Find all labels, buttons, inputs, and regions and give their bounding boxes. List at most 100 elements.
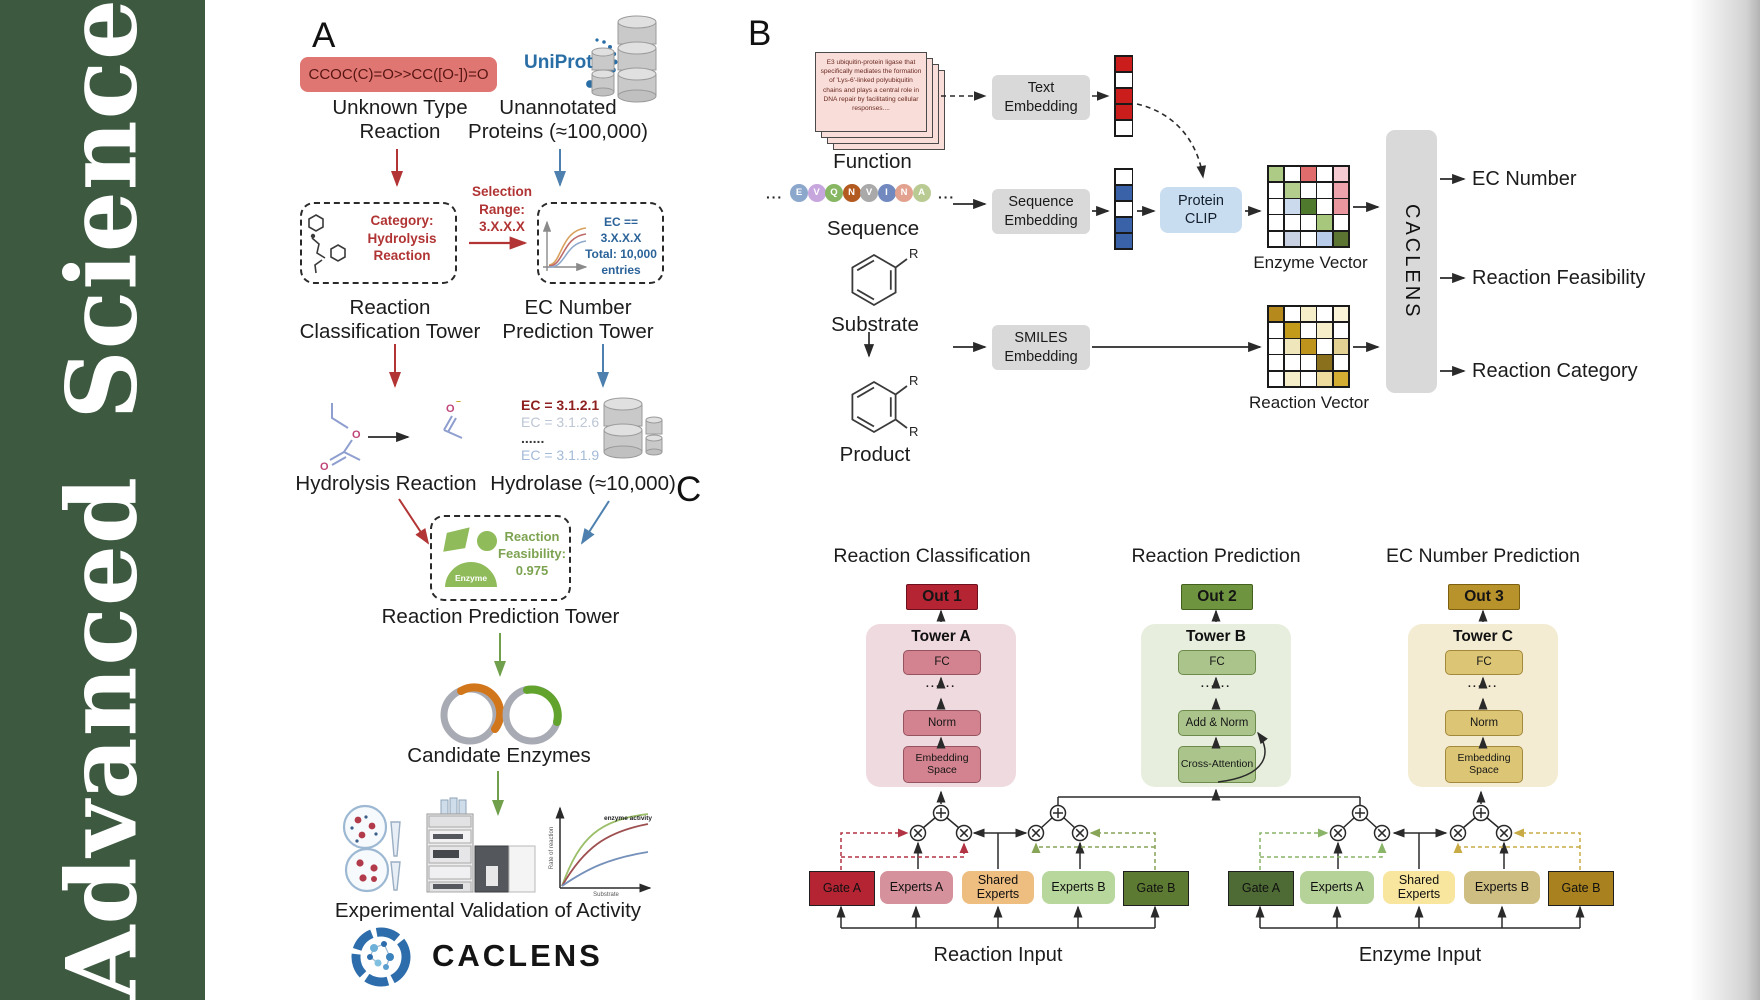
- tower-a-embedding: Embedding Space: [903, 746, 981, 783]
- vector-cell: [1317, 306, 1333, 322]
- header-reaction-classification: Reaction Classification: [833, 545, 1031, 567]
- reaction-prediction-tower-label: Reaction Prediction Tower: [381, 605, 620, 628]
- enzyme-icon: Enzyme: [440, 524, 500, 589]
- tower-b: Tower B FC ...... Add & Norm Cross-Atten…: [1141, 624, 1291, 787]
- ec-list-item: EC = 3.1.2.1: [521, 397, 600, 413]
- out3-box: Out 3: [1448, 584, 1520, 610]
- hydrolysis-reaction-label: Hydrolysis Reaction: [295, 472, 477, 495]
- vector-cell: [1301, 339, 1316, 354]
- enzyme-badge-label: Enzyme: [455, 573, 487, 583]
- residue-circle: N: [895, 183, 913, 202]
- vector-cell: [1333, 371, 1349, 387]
- vector-cell: [1301, 322, 1316, 338]
- validation-label: Experimental Validation of Activity: [334, 899, 642, 922]
- reaction-gate-a: Gate A: [809, 871, 875, 906]
- function-card-stack: E3 ubiquitin-protein ligase that specifi…: [815, 52, 945, 152]
- out2-box: Out 2: [1181, 584, 1253, 610]
- tower-a-name: Tower A: [911, 628, 971, 645]
- header-reaction-prediction: Reaction Prediction: [1131, 545, 1301, 567]
- vector-cell: [1115, 72, 1132, 87]
- text-embedding-box: Text Embedding: [992, 75, 1090, 120]
- vector-cell: [1268, 231, 1284, 247]
- vector-cell: [1301, 166, 1316, 182]
- function-card-front: E3 ubiquitin-protein ligase that specifi…: [815, 52, 927, 132]
- vector-cell: [1284, 231, 1300, 247]
- vector-cell: [1301, 215, 1316, 231]
- vector-cell: [1268, 199, 1284, 214]
- function-label: Function: [833, 150, 912, 173]
- tower-a-dots: ......: [925, 678, 957, 690]
- vector-cell: [1115, 185, 1132, 200]
- hydrolase-label: Hydrolase (≈10,000): [490, 472, 676, 495]
- unannotated-proteins-label: Unannotated Proteins (≈100,000): [468, 96, 648, 143]
- product-r1-label: R: [909, 373, 918, 388]
- residue-circle: I: [877, 183, 896, 202]
- ec-selection-plot: [542, 220, 588, 272]
- vector-cell: [1301, 182, 1316, 198]
- tower-c-dots: ......: [1467, 678, 1499, 690]
- activity-graph: [555, 806, 652, 893]
- reaction-vector-grid: [1267, 305, 1350, 388]
- tower-a-fc: FC: [903, 650, 981, 675]
- reaction-input-label: Reaction Input: [933, 944, 1063, 966]
- vector-cell: [1333, 199, 1349, 214]
- substrate-r-label: R: [909, 246, 918, 261]
- vector-cell: [1268, 371, 1284, 387]
- vector-cell: [1333, 339, 1349, 354]
- candidate-enzymes-label: Candidate Enzymes: [407, 744, 591, 767]
- vector-cell: [1317, 215, 1333, 231]
- vector-cell: [1301, 306, 1316, 322]
- vector-cell: [1268, 355, 1284, 371]
- tower-b-fc: FC: [1178, 650, 1256, 675]
- vector-cell: [1333, 215, 1349, 231]
- residue-circle: Q: [825, 183, 843, 202]
- category-dashed-box: [300, 202, 457, 284]
- header-ec-number-prediction: EC Number Prediction: [1386, 545, 1580, 567]
- caclens-wordmark: CACLENS: [432, 938, 603, 973]
- caclens-fusion-box: CACLENS: [1386, 130, 1437, 393]
- tower-a-norm: Norm: [903, 710, 981, 736]
- vector-cell: [1284, 166, 1300, 182]
- vector-cell: [1333, 182, 1349, 198]
- vector-cell: [1301, 199, 1316, 214]
- residue-circle: N: [842, 183, 861, 202]
- reaction-gate-b: Gate B: [1123, 871, 1189, 906]
- vector-cell: [1333, 231, 1349, 247]
- vector-cell: [1284, 306, 1300, 322]
- tower-c: Tower C FC ...... Norm Embedding Space: [1408, 624, 1558, 787]
- panel-a-label: A: [312, 16, 336, 55]
- product-label: Product: [839, 443, 911, 466]
- feasibility-label: Reaction Feasibility: 0.975: [498, 529, 566, 578]
- vector-cell: [1115, 88, 1132, 103]
- vector-cell: [1268, 306, 1284, 322]
- sequence-ellipsis-left: ···: [766, 189, 783, 205]
- feasibility-dashed-box: [430, 515, 571, 601]
- hplc-instrument-icon: [426, 797, 536, 893]
- tower-c-norm: Norm: [1445, 710, 1523, 736]
- reaction-vector-label: Reaction Vector: [1248, 393, 1369, 412]
- petri-dish-icons: [342, 804, 401, 893]
- vector-cell: [1268, 182, 1284, 198]
- vector-cell: [1301, 371, 1316, 387]
- vector-cell: [1268, 322, 1284, 338]
- smiles-box: CCOC(C)=O>>CC([O-])=O: [300, 57, 497, 92]
- vector-cell: [1268, 215, 1284, 231]
- uniprot-wordmark: UniProt: [524, 52, 593, 73]
- ec-list-item: EC = 3.1.1.9: [521, 446, 600, 463]
- vector-cell: [1284, 199, 1300, 214]
- unknown-reaction-label: Unknown Type Reaction: [332, 96, 468, 143]
- vector-cell: [1284, 215, 1300, 231]
- sequence-embedding-vector: [1114, 168, 1133, 250]
- vector-cell: [1333, 322, 1349, 338]
- out1-box: Out 1: [906, 584, 978, 610]
- vector-cell: [1115, 104, 1132, 119]
- vector-cell: [1317, 166, 1333, 182]
- vector-cell: [1317, 199, 1333, 214]
- output-reaction-feasibility: Reaction Feasibility: [1472, 267, 1646, 289]
- enzyme-gate-b: Gate B: [1548, 871, 1614, 906]
- acetate-molecule: [443, 415, 463, 439]
- reaction-classification-tower-label: Reaction Classification Tower: [299, 296, 481, 343]
- ec-number-tower-label: EC Number Prediction Tower: [502, 296, 654, 343]
- caclens-logo-icon: [351, 927, 411, 987]
